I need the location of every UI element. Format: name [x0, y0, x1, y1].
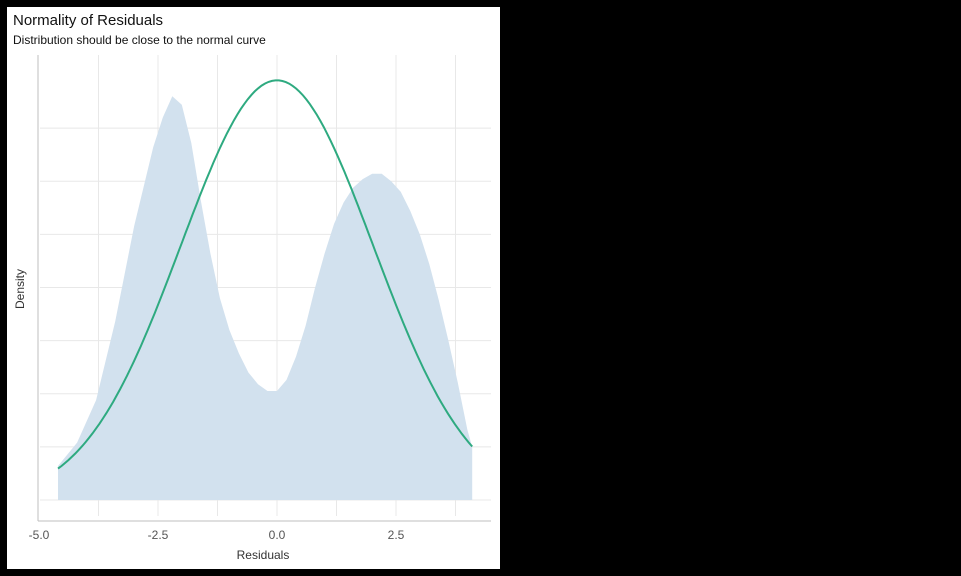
x-axis-label: Residuals	[237, 548, 290, 562]
y-axis-label: Density	[13, 269, 27, 309]
chart-title: Normality of Residuals	[13, 12, 164, 29]
x-tick-label: 0.0	[269, 528, 286, 542]
density-area	[58, 96, 473, 501]
chart-panel: Normality of Residuals Distribution shou…	[7, 7, 500, 569]
x-tick-labels: -5.0 -2.5 0.0 2.5	[29, 528, 405, 542]
axes	[37, 55, 491, 522]
density-plot: -5.0 -2.5 0.0 2.5 Residuals Density	[13, 55, 491, 562]
chart-subtitle: Distribution should be close to the norm…	[13, 33, 266, 47]
x-tick-label: 2.5	[388, 528, 405, 542]
x-tick-label: -5.0	[29, 528, 50, 542]
x-tick-label: -2.5	[148, 528, 169, 542]
normal-curve	[57, 79, 473, 470]
